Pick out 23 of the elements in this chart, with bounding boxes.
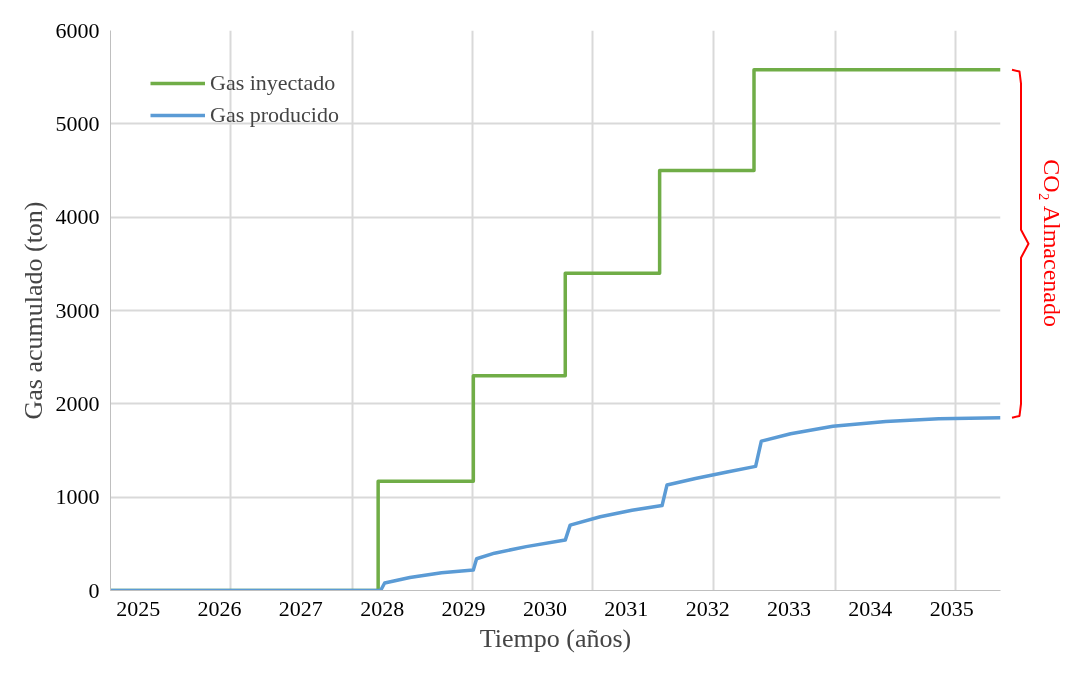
text: CO₂ Almacenado	[1038, 159, 1065, 327]
y-tick-label: 6000	[55, 17, 100, 43]
y-tick-label: 1000	[55, 484, 100, 510]
y-tick-label: 5000	[55, 110, 100, 136]
x-tick-label: 2031	[604, 595, 649, 621]
x-tick-label: 2033	[766, 595, 811, 621]
x-tick-label: 2035	[929, 595, 974, 621]
legend-label: Gas producido	[210, 102, 339, 128]
x-tick-label: 2034	[848, 595, 893, 621]
y-tick-label: 4000	[55, 204, 100, 230]
x-tick-label: 2030	[522, 595, 567, 621]
y-axis-title: Gas acumulado (ton)	[18, 201, 48, 420]
x-tick-label: 2026	[197, 595, 242, 621]
x-axis-title: Tiempo (años)	[479, 623, 632, 653]
x-tick-label: 2029	[441, 595, 486, 621]
y-tick-label: 0	[88, 577, 100, 603]
x-tick-label: 2025	[116, 595, 161, 621]
x-tick-label: 2028	[360, 595, 405, 621]
y-tick-label: 3000	[55, 297, 100, 323]
x-tick-label: 2032	[685, 595, 730, 621]
y-tick-label: 2000	[55, 390, 100, 416]
legend-label: Gas inyectado	[210, 70, 336, 96]
x-tick-label: 2027	[278, 595, 323, 621]
